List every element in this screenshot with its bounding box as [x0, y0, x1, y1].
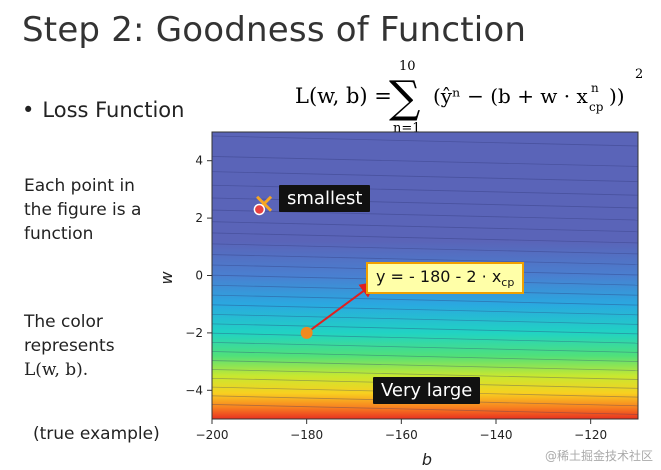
contour-line: [211, 294, 639, 306]
y-tick-label: 0: [195, 269, 203, 283]
y-axis-label: w: [157, 271, 176, 285]
bullet-loss-function: • Loss Function: [22, 98, 184, 122]
contour-line: [211, 304, 639, 316]
y-tick-label: −4: [185, 383, 203, 397]
y-axis-ticks: −4 −2 0 2 4: [185, 154, 212, 397]
left-text-color: The color represents L(w, b).: [24, 310, 115, 382]
label-smallest: smallest: [279, 185, 371, 212]
left-text-line: Each point in: [24, 176, 135, 196]
x-tick-label: −120: [574, 428, 607, 442]
formula-power: 2: [635, 67, 643, 82]
formula-sup: n: [591, 81, 599, 95]
contour-line: [211, 156, 639, 167]
contour-line: [211, 369, 639, 380]
contour-line: [211, 360, 639, 371]
contour-line: [211, 313, 639, 325]
left-text-line: The color: [24, 312, 103, 332]
left-text-line: represents: [24, 336, 115, 356]
formula-lhs: L(w, b) =: [295, 84, 392, 108]
x-axis-ticks: −200 −180 −160 −140 −120: [196, 419, 607, 442]
loss-formula: L(w, b) = 10 ∑ n=1 (ŷⁿ − (b + w · x n cp…: [295, 59, 643, 136]
left-text-line: function: [24, 224, 94, 244]
contour-line: [211, 254, 639, 265]
left-text-line: the figure is a: [24, 200, 142, 220]
watermark: @稀土掘金技术社区: [544, 449, 653, 463]
point-smallest-dot: [253, 203, 266, 216]
contour-line: [211, 232, 639, 244]
contour-line: [211, 171, 639, 182]
y-tick-label: −2: [185, 326, 203, 340]
bullet-text: Loss Function: [42, 98, 185, 122]
footnote-true-example: (true example): [33, 424, 160, 444]
chart-marks: [253, 195, 377, 339]
y-tick-label: 4: [195, 154, 203, 168]
x-tick-label: −200: [196, 428, 229, 442]
x-tick-label: −140: [480, 428, 513, 442]
contour-line: [211, 332, 639, 344]
contour-line: [211, 221, 639, 233]
contour-line: [211, 342, 639, 353]
slide-title: Step 2: Goodness of Function: [22, 10, 527, 50]
formula-sub: cp: [589, 100, 604, 114]
formula-body: (ŷⁿ − (b + w · x: [433, 84, 588, 108]
contour-line: [211, 135, 639, 147]
equation-sub: cp: [501, 276, 515, 290]
arrow-to-equation: [306, 281, 377, 334]
label-equation: y = - 180 - 2 · xcp: [366, 262, 525, 295]
formula-sigma-icon: ∑: [389, 72, 420, 123]
x-tick-label: −180: [290, 428, 323, 442]
y-tick-label: 2: [195, 211, 203, 225]
contour-line: [211, 243, 639, 255]
contour-line: [211, 404, 639, 415]
point-example: [300, 326, 313, 339]
contour-line: [211, 323, 639, 335]
left-text-points: Each point in the figure is a function: [24, 174, 141, 246]
x-axis-label: b: [422, 450, 432, 469]
contour-line: [211, 351, 639, 362]
formula-sum-upper: 10: [399, 59, 416, 74]
x-tick-label: −160: [385, 428, 418, 442]
equation-text: y = - 180 - 2 · x: [376, 267, 502, 286]
formula-close: )): [609, 84, 625, 108]
bullet-dot-icon: •: [22, 98, 35, 122]
left-text-math: L(w, b).: [24, 360, 89, 380]
label-very-large: Very large: [373, 377, 481, 404]
